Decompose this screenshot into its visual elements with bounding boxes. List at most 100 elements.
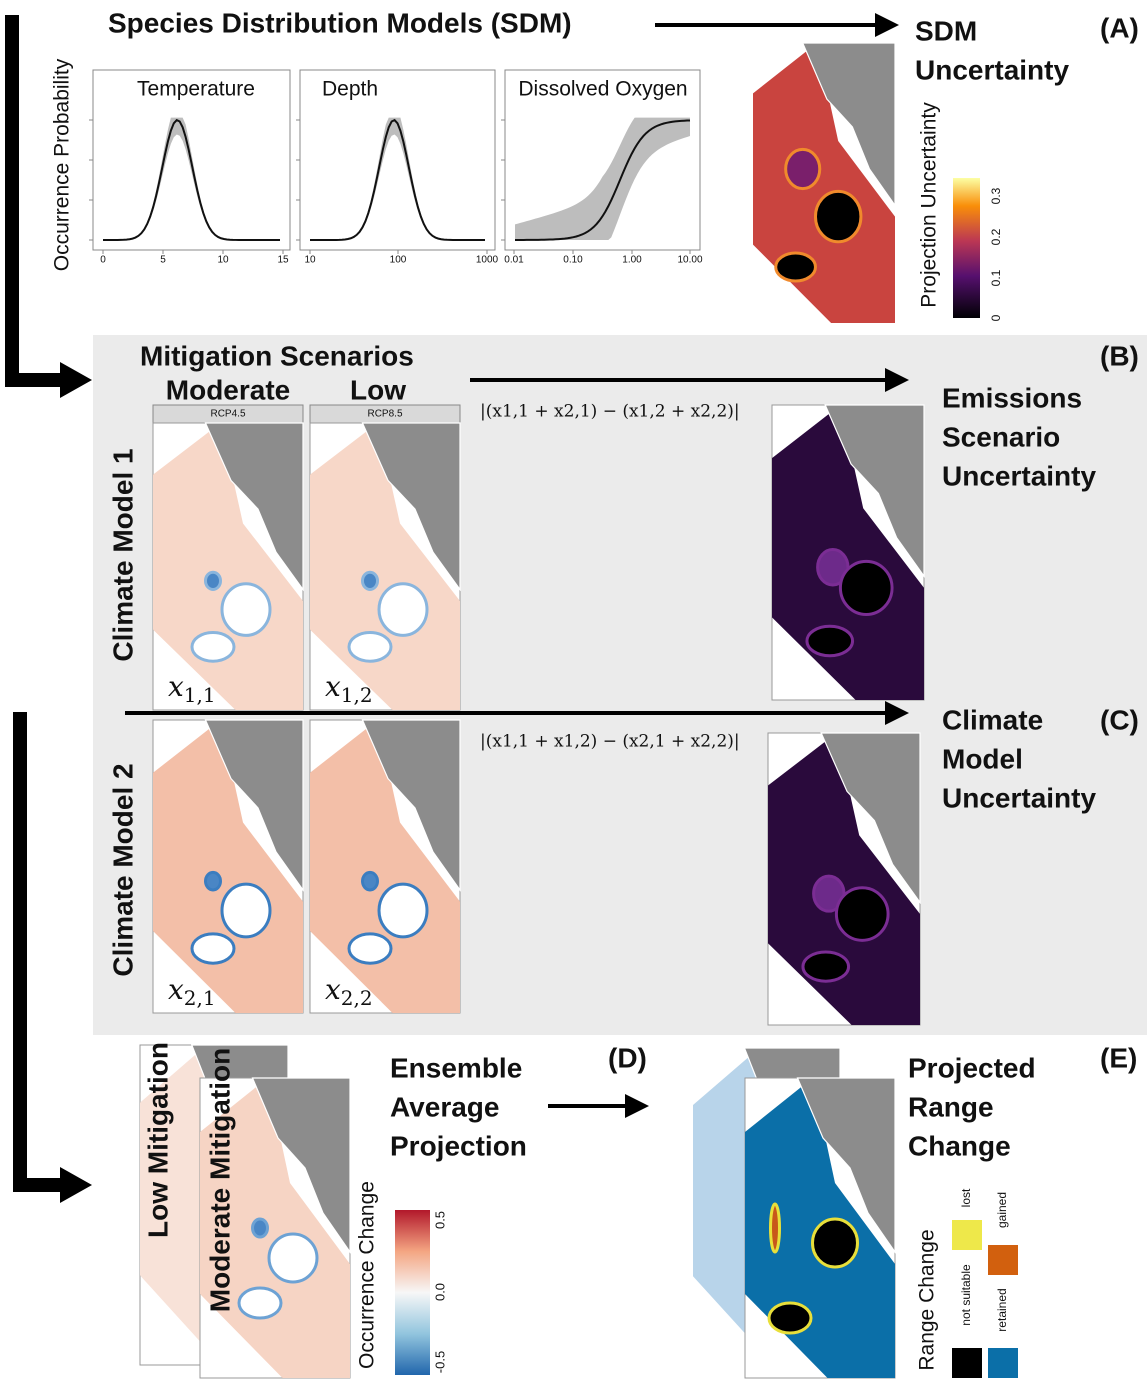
x-tick-label: 100 [390, 255, 407, 266]
map-land [801, 42, 896, 208]
plot-title: Temperature [137, 78, 255, 101]
map-label-base: x [168, 973, 184, 1006]
map-label: Low Mitigation [142, 1042, 173, 1238]
map-feature [347, 932, 393, 965]
result-title: Scenario [942, 421, 1060, 452]
x-tick-label: 5 [160, 255, 166, 266]
result-title: SDM [915, 15, 977, 46]
map-feature [838, 559, 894, 616]
strip-label: RCP8.5 [367, 409, 402, 420]
map-land [204, 719, 304, 892]
map-sea [772, 405, 924, 700]
colorbar [395, 1210, 430, 1375]
x-tick-label: 0.10 [563, 255, 583, 266]
legend-title: Projection Uncertainty [918, 102, 941, 308]
panel-label: (B) [1100, 340, 1139, 371]
legend-tick-label: 0.1 [989, 269, 1003, 286]
legend-title: Range Change [916, 1229, 939, 1370]
legend-swatch [988, 1348, 1018, 1378]
panel-label: (E) [1100, 1042, 1137, 1073]
map-feature [805, 624, 855, 658]
row-title: Climate Model 2 [107, 763, 138, 976]
map-feature [220, 882, 272, 939]
map-label-sub: 2,1 [184, 986, 216, 1010]
legend-tick-label: 0.3 [989, 187, 1003, 204]
map-feature [801, 950, 851, 983]
map-land [824, 404, 925, 578]
map-label-base: x [325, 973, 341, 1006]
formula: |(x1,1 + x1,2) − (x2,1 + x2,2)| [480, 732, 740, 752]
map-land [204, 422, 304, 592]
map-feature [347, 631, 393, 663]
map-feature [361, 870, 379, 892]
result-title: Uncertainty [942, 460, 1096, 491]
map-feature [220, 582, 272, 637]
map-land [361, 422, 461, 592]
formula: |(x1,1 + x2,1) − (x1,2 + x2,2)| [480, 402, 740, 422]
plot-title: Dissolved Oxygen [518, 78, 687, 101]
legend-label: not suitable [959, 1264, 973, 1326]
map-feature [377, 882, 429, 939]
x-tick-label: 1000 [476, 255, 499, 266]
map-feature [204, 570, 222, 591]
map-label-sub: 1,2 [341, 683, 373, 707]
map-feature [813, 189, 863, 244]
map-feature [784, 147, 822, 191]
map-sea [310, 423, 460, 710]
map-feature [834, 886, 890, 942]
column-title: Low [350, 374, 406, 405]
map-sea [153, 423, 303, 710]
map-feature [251, 1217, 269, 1239]
result-title: Model [942, 743, 1023, 774]
legend-tick-label: 0.2 [989, 228, 1003, 245]
result-title: Projection [390, 1130, 527, 1161]
legend-swatch [952, 1348, 982, 1378]
map-feature [204, 870, 222, 892]
panel-label: (C) [1100, 704, 1139, 735]
map-label: x2,2 [325, 973, 373, 1010]
map-label-sub: 2,2 [341, 986, 373, 1010]
legend-label: lost [959, 1188, 973, 1207]
map-sea [153, 720, 303, 1013]
result-title: Uncertainty [942, 782, 1096, 813]
legend-label: retained [995, 1288, 1009, 1331]
confidence-band [515, 117, 690, 240]
map-feature [267, 1232, 319, 1284]
map-feature [767, 1301, 813, 1335]
x-tick-label: 0 [100, 255, 106, 266]
map-feature [190, 631, 236, 663]
map-label-base: x [325, 670, 341, 703]
result-title: Projected [908, 1052, 1036, 1083]
map-land [361, 719, 461, 892]
flow-arrow [13, 712, 62, 1192]
map-feature [190, 932, 236, 965]
map-label: x1,1 [168, 670, 216, 707]
flow-arrow [5, 15, 62, 387]
result-title: Ensemble [390, 1052, 522, 1083]
response-curve [309, 118, 485, 241]
response-curve [102, 118, 280, 241]
result-title: Emissions [942, 382, 1082, 413]
map-land [796, 1077, 896, 1254]
x-tick-label: 10 [217, 255, 229, 266]
result-title: Average [390, 1091, 499, 1122]
map-sea [768, 733, 920, 1025]
legend-tick-label: 0.0 [432, 1283, 447, 1301]
map-feature [237, 1286, 283, 1320]
map-feature [774, 251, 817, 283]
legend-swatch [952, 1220, 982, 1250]
map-feature [811, 1217, 859, 1269]
panel-label: (D) [608, 1042, 647, 1073]
result-title: Change [908, 1130, 1011, 1161]
legend-title: Occurrence Change [356, 1181, 379, 1369]
panel-label: (A) [1100, 12, 1139, 43]
colorbar [953, 178, 980, 318]
map-sea [310, 720, 460, 1013]
x-tick-label: 1.00 [622, 255, 642, 266]
x-tick-label: 15 [277, 255, 289, 266]
map-feature [769, 1202, 781, 1254]
map-feature [377, 582, 429, 637]
legend-tick-label: 0 [989, 314, 1003, 321]
row-title: Climate Model 1 [107, 448, 138, 661]
